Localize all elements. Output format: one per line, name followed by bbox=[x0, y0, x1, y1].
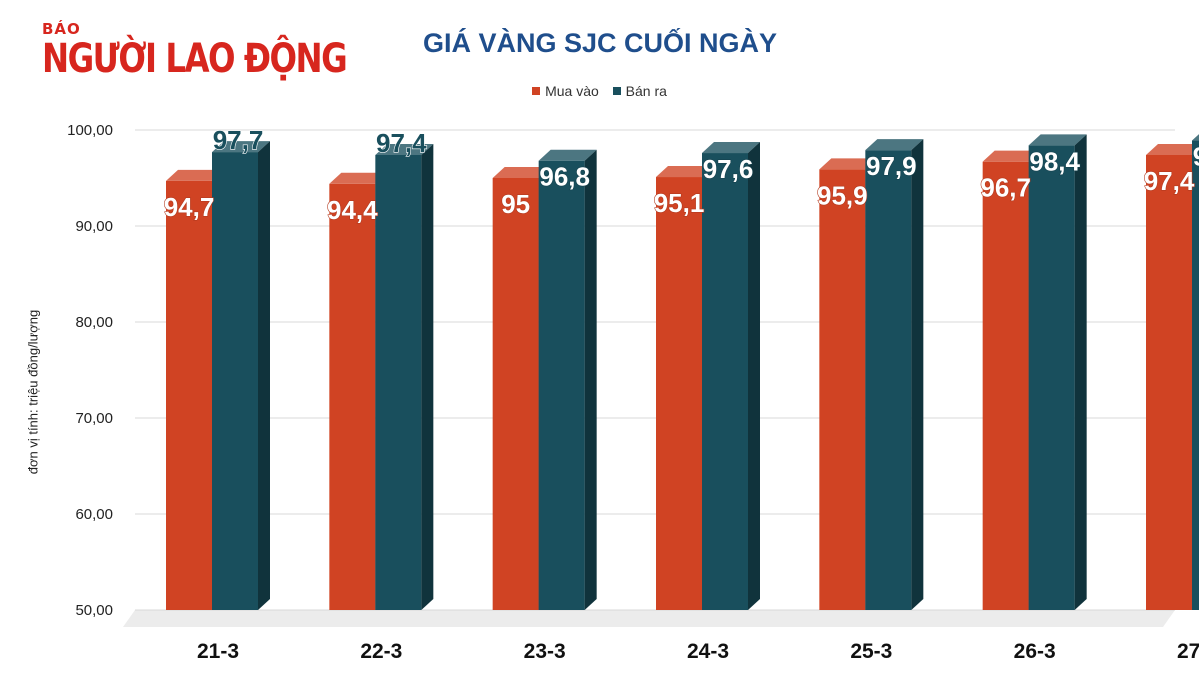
chart-floor bbox=[123, 610, 1175, 627]
data-label-ban-ra: 97,9 bbox=[866, 151, 917, 181]
data-label-ban-ra: 98,4 bbox=[1029, 146, 1080, 176]
bar-front bbox=[1146, 154, 1192, 610]
data-label-mua-vao: 94,4 bbox=[327, 195, 378, 225]
x-tick-label: 23-3 bbox=[524, 640, 566, 663]
y-tick-label: 50,00 bbox=[75, 602, 113, 619]
logo-bao-text: BÁO bbox=[42, 20, 81, 38]
bar-top bbox=[212, 141, 270, 153]
bar-front bbox=[982, 161, 1029, 610]
data-label-mua-vao: 95,9 bbox=[817, 180, 868, 210]
bar-ban-ra bbox=[1028, 134, 1087, 611]
bar-front bbox=[1192, 140, 1199, 610]
legend-label-mua-vao: Mua vào bbox=[545, 83, 599, 99]
bar-top bbox=[1146, 143, 1199, 155]
x-tick-label: 27-3 bbox=[1177, 640, 1199, 663]
bar-ban-ra bbox=[702, 142, 760, 611]
bar-top bbox=[702, 142, 760, 154]
bar-side bbox=[584, 149, 597, 610]
bar-front bbox=[656, 177, 702, 611]
bar-top bbox=[819, 158, 878, 170]
legend-swatch-ban-ra bbox=[612, 87, 621, 95]
bar-front bbox=[819, 169, 866, 611]
data-label-mua-vao: 95,1 bbox=[654, 188, 705, 218]
bar-top bbox=[329, 172, 388, 184]
bar-mua-vao bbox=[492, 167, 551, 610]
x-tick-label: 26-3 bbox=[1014, 640, 1056, 663]
bar-side bbox=[911, 139, 924, 610]
y-tick-label: 70,00 bbox=[75, 410, 113, 427]
data-label-ban-ra: 98,9 bbox=[1193, 142, 1199, 172]
bar-top bbox=[1192, 134, 1199, 141]
bar-front bbox=[538, 160, 585, 610]
x-tick-label: 22-3 bbox=[360, 640, 402, 663]
bar-mua-vao bbox=[982, 150, 1041, 610]
newspaper-logo: BÁO NGƯỜI LAO ĐỘNG bbox=[42, 20, 348, 82]
bar-top bbox=[656, 166, 714, 178]
data-label-ban-ra: 97,4 bbox=[376, 128, 427, 158]
y-tick-label: 80,00 bbox=[75, 314, 113, 331]
logo-name-text: NGƯỜI LAO ĐỘNG bbox=[42, 36, 348, 82]
x-tick-label: 21-3 bbox=[197, 640, 239, 663]
bar-front bbox=[166, 180, 212, 610]
data-label-ban-ra: 97,6 bbox=[703, 154, 754, 184]
bar-top bbox=[982, 150, 1041, 162]
bar-front bbox=[212, 152, 258, 610]
bar-top bbox=[375, 143, 434, 155]
x-tick-label: 25-3 bbox=[850, 640, 892, 663]
y-tick-label: 90,00 bbox=[75, 218, 113, 235]
bar-top bbox=[538, 149, 597, 161]
bar-front bbox=[329, 183, 376, 610]
bar-top bbox=[166, 169, 224, 181]
legend-swatch-mua-vao bbox=[532, 87, 541, 95]
data-labels: 94,7 97,7 94,4 97,4 95 96,8 95,1 97,6 95,997,9 96… bbox=[163, 124, 1199, 225]
bar-ban-ra bbox=[865, 139, 924, 610]
x-tick-label: 24-3 bbox=[687, 640, 729, 663]
bar-ban-ra bbox=[212, 141, 270, 610]
bar-side bbox=[258, 141, 270, 610]
legend-label-ban-ra: Bán ra bbox=[625, 83, 667, 99]
data-label-mua-vao: 94,7 bbox=[164, 192, 215, 222]
data-label-mua-vao: 97,4 bbox=[1144, 166, 1195, 196]
bar-ban-ra bbox=[1192, 134, 1199, 610]
bar-mua-vao bbox=[1146, 143, 1199, 610]
bar-ban-ra bbox=[538, 149, 597, 610]
bar-ban-ra bbox=[375, 143, 434, 610]
bar-top bbox=[1028, 134, 1087, 146]
bar-front bbox=[865, 150, 912, 610]
chart-legend: Mua vào Bán ra bbox=[0, 82, 1199, 99]
legend-item-ban-ra: Bán ra bbox=[612, 83, 667, 99]
bar-front bbox=[492, 178, 539, 610]
bars bbox=[166, 134, 1199, 611]
bar-side bbox=[421, 143, 434, 610]
legend-item-mua-vao: Mua vào bbox=[532, 83, 599, 99]
bar-side bbox=[748, 142, 760, 611]
bar-side bbox=[1074, 134, 1087, 611]
bar-front bbox=[1028, 145, 1075, 611]
data-label-mua-vao: 95 bbox=[501, 189, 530, 219]
data-label-mua-vao: 96,7 bbox=[980, 173, 1031, 203]
bar-front bbox=[375, 154, 422, 610]
y-tick-label: 60,00 bbox=[75, 506, 113, 523]
chart-title: GIÁ VÀNG SJC CUỐI NGÀY bbox=[422, 28, 778, 58]
bar-top bbox=[492, 167, 551, 178]
y-tick-label: 100,00 bbox=[67, 122, 113, 139]
data-label-ban-ra: 96,8 bbox=[539, 162, 590, 192]
data-label-ban-ra: 97,7 bbox=[213, 125, 264, 155]
bar-top bbox=[865, 139, 924, 151]
bar-front bbox=[702, 153, 748, 611]
